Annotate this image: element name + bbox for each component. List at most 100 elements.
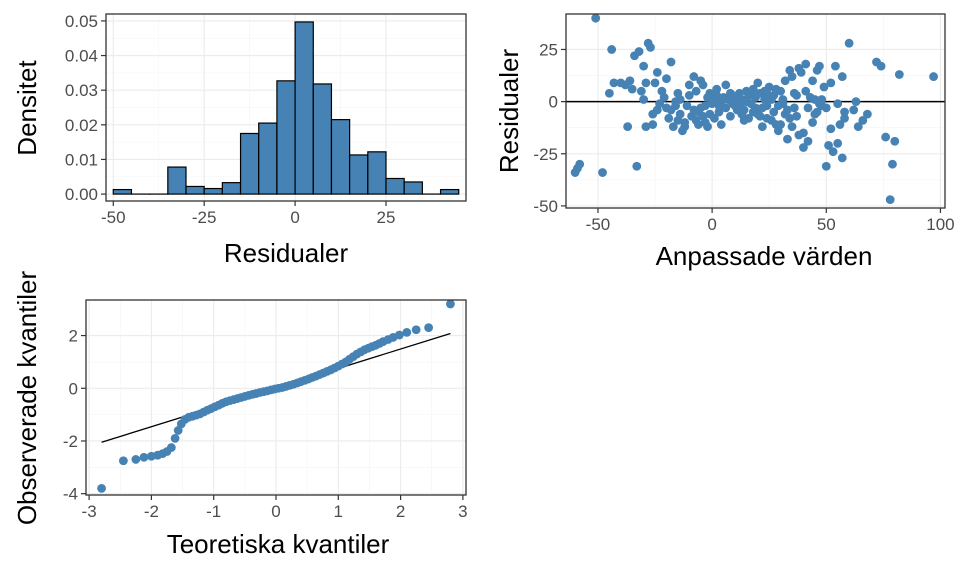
data-point (812, 107, 822, 117)
data-point (826, 124, 836, 134)
x-tick-label: 1 (334, 502, 343, 521)
y-tick-label: -2 (63, 432, 78, 451)
data-point (837, 72, 847, 81)
y-tick-label: -50 (533, 197, 558, 216)
x-tick-label: -1 (206, 502, 221, 521)
data-point (710, 113, 719, 123)
data-point (801, 86, 811, 96)
data-point (716, 120, 726, 129)
x-tick-label: 3 (458, 502, 467, 521)
histogram-y-axis-label: Densitet (12, 60, 42, 156)
data-point (815, 99, 824, 109)
residuals-y-axis-label: Residualer (494, 49, 524, 174)
residuals-vs-fitted-panel: -50 0 50 100 -50 -25 0 25 Anpassade värden Resi… (494, 13, 955, 271)
data-point (821, 161, 831, 171)
qq-y-axis-label: Observerade kvantiler (12, 270, 42, 525)
data-point (705, 88, 715, 98)
histogram-bar (258, 122, 278, 195)
data-point (735, 88, 744, 98)
data-point (799, 143, 808, 152)
y-tick-label: 0.05 (65, 12, 98, 31)
residuals-x-axis-label: Anpassade värden (656, 241, 873, 271)
data-point (609, 78, 619, 88)
data-point (835, 120, 845, 129)
data-point (650, 78, 660, 88)
histogram-bar (367, 151, 387, 195)
data-point (673, 115, 683, 125)
data-point (691, 115, 701, 125)
x-tick-label: -50 (101, 208, 126, 227)
histogram-bar (294, 21, 314, 195)
data-point (787, 72, 797, 81)
data-point (890, 136, 900, 146)
data-point (684, 90, 694, 100)
data-point (757, 122, 767, 132)
x-tick-label: -50 (586, 215, 611, 234)
data-point (885, 195, 895, 205)
y-tick-label: -25 (533, 145, 558, 164)
data-point (446, 299, 455, 309)
histogram-bar (221, 182, 242, 195)
data-point (833, 99, 843, 109)
x-tick-label: -25 (192, 208, 217, 227)
data-point (762, 101, 772, 111)
data-point (751, 103, 760, 113)
data-point (792, 111, 801, 121)
data-point (778, 99, 788, 109)
data-point (812, 65, 822, 75)
data-point (680, 122, 690, 132)
data-point (844, 38, 854, 48)
data-point (888, 159, 897, 169)
data-point (604, 88, 614, 98)
data-point (575, 159, 585, 169)
data-point (424, 323, 434, 333)
x-tick-label: 50 (817, 215, 836, 234)
x-tick-label: 100 (926, 215, 954, 234)
data-point (607, 45, 617, 54)
histogram-ticks: -50 -25 0 25 0.00 0.01 0.02 0.03 0.04 0.05 (65, 12, 396, 227)
histogram-x-axis-label: Residualer (224, 238, 349, 268)
data-point (591, 13, 601, 23)
data-point (632, 161, 642, 171)
data-point (853, 122, 863, 132)
data-point (682, 101, 692, 111)
data-point (721, 103, 731, 113)
data-point (746, 88, 756, 98)
data-point (639, 95, 649, 104)
data-point (659, 93, 669, 102)
data-point (664, 113, 674, 123)
data-point (769, 107, 779, 117)
qq-ticks: -3 -2 -1 0 1 2 3 -4 -2 0 2 (63, 327, 468, 521)
x-tick-label: 25 (377, 208, 396, 227)
data-point (821, 103, 831, 113)
data-point (170, 433, 180, 443)
data-point (634, 47, 644, 56)
histogram-bar (239, 132, 260, 195)
data-point (721, 80, 731, 90)
data-point (671, 101, 680, 111)
y-tick-label: 0.00 (65, 185, 98, 204)
data-point (411, 325, 421, 335)
data-point (623, 122, 633, 132)
data-point (881, 132, 891, 142)
data-point (636, 86, 646, 96)
data-point (675, 95, 685, 104)
data-point (639, 61, 649, 71)
y-tick-label: 25 (539, 40, 558, 59)
data-point (700, 101, 710, 111)
histogram-bar (167, 166, 187, 195)
histogram-bar (349, 154, 369, 195)
data-point (760, 86, 770, 96)
data-point (641, 78, 651, 88)
y-tick-label: 0.04 (65, 47, 98, 66)
x-tick-label: 0 (290, 208, 299, 227)
data-point (698, 111, 708, 121)
data-point (139, 452, 149, 462)
y-tick-label: -4 (63, 485, 78, 504)
data-point (173, 426, 183, 435)
x-tick-label: -3 (82, 502, 97, 521)
histogram-bar (439, 188, 460, 195)
data-point (824, 141, 833, 150)
residuals-ticks: -50 0 50 100 -50 -25 0 25 (533, 40, 954, 234)
qq-x-axis-label: Teoretiska kvantiler (167, 529, 390, 559)
